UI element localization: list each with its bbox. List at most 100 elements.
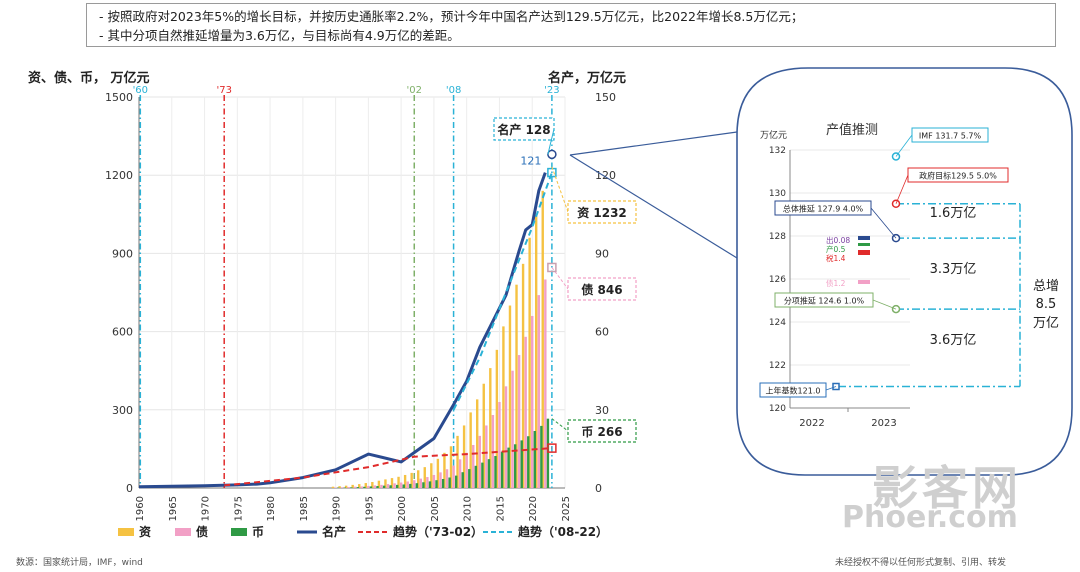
y-left-tick-label: 600	[112, 326, 133, 339]
bar-bi	[376, 486, 379, 488]
marker-trend-73-02	[547, 443, 557, 453]
reference-vline-label: '08	[446, 85, 461, 96]
callout-zhai-box	[567, 277, 637, 301]
inset-ylabel: 万亿元	[760, 129, 787, 141]
inset-label-leader	[895, 134, 913, 157]
legend-swatch-zi	[118, 528, 134, 536]
x-tick-label: 2005	[430, 496, 441, 521]
marker-trend-08-22	[547, 167, 557, 178]
inset-small-label: 出0.08	[826, 235, 850, 245]
inset-label-leader	[825, 386, 837, 391]
bar-zhai	[504, 386, 508, 488]
footer-copyright: 未经授权不得以任何形式复制、引用、转发	[835, 558, 1007, 568]
line-mingchan	[138, 172, 547, 489]
callout-bi-leader	[551, 418, 569, 432]
bar-zhai	[380, 484, 383, 488]
bar-zi	[534, 214, 538, 489]
legend-label: 趋势（'08-22）	[518, 524, 608, 539]
bar-zi	[515, 284, 518, 488]
x-tick-label: 1995	[364, 496, 375, 521]
inset-y-tick-label: 122	[769, 361, 786, 371]
x-tick-label: 2015	[495, 496, 506, 521]
reference-vline-label: '02	[407, 85, 422, 96]
inset-y-tick-label: 132	[769, 146, 786, 156]
bar-zhai	[367, 485, 370, 488]
bar-bi	[454, 475, 458, 488]
inset-point-label: 分项推延 124.6 1.0%	[784, 296, 865, 306]
bar-zhai	[432, 474, 436, 488]
bar-zhai	[465, 452, 468, 488]
bar-bi	[441, 478, 445, 488]
callout-mingchan: 名产 128	[497, 122, 550, 137]
bar-bi	[461, 472, 464, 488]
bar-bi	[540, 425, 543, 488]
callout-zi-leader	[551, 166, 569, 213]
bar-bi	[520, 440, 523, 488]
bar-bi	[343, 487, 346, 488]
inset-mark-chu	[858, 236, 870, 240]
bar-zi	[489, 368, 492, 488]
y-right-tick-label: 90	[595, 247, 609, 260]
inset-x-tick-label: 2022	[799, 418, 824, 429]
inset-mark-chan	[858, 243, 870, 246]
bar-zi	[417, 470, 420, 488]
bar-zi	[541, 190, 544, 488]
bar-zi	[528, 237, 531, 488]
callout-zhai: 债 846	[581, 282, 622, 297]
inset-gap-label: 1.6万亿	[930, 206, 977, 221]
bar-zhai	[544, 279, 547, 488]
bar-zhai	[524, 336, 527, 488]
inset-mark-shui	[858, 250, 870, 255]
bar-zhai	[340, 487, 344, 488]
inset-pointer-bottom	[569, 154, 738, 259]
reference-vline-label: '23	[544, 85, 559, 96]
y-right-tick-label: 60	[595, 326, 609, 339]
inset-total-label: 总增	[1033, 279, 1059, 294]
bar-zhai	[445, 469, 449, 488]
bar-zhai	[458, 459, 462, 488]
bar-bi	[402, 484, 405, 488]
bar-zi	[462, 425, 466, 488]
bar-zi	[423, 467, 426, 488]
line-trend-73-02	[224, 447, 552, 487]
callout-zi-box	[567, 200, 637, 224]
y-left-tick-label: 1200	[105, 169, 133, 182]
reference-vline-label: '60	[133, 85, 148, 96]
bar-zhai	[452, 465, 455, 488]
bar-zhai	[498, 401, 501, 488]
bar-zi	[456, 435, 459, 488]
bar-bi	[415, 483, 419, 488]
inset-small-label: 税1.4	[826, 253, 846, 263]
bar-bi	[474, 465, 478, 488]
x-tick-label: 1980	[266, 496, 277, 521]
x-tick-label: 2020	[528, 496, 539, 521]
bar-bi	[448, 477, 451, 488]
legend-label: 资	[139, 524, 151, 539]
inset-pointer-top	[569, 131, 738, 156]
inset-label-leader	[870, 207, 897, 239]
notes-box: - 按照政府对2023年5%的增长目标，并按历史通胀率2.2%，预计今年中国名产…	[86, 3, 1056, 47]
bar-zhai	[426, 477, 429, 488]
footer-source: 数源：国家统计局，IMF，wind	[16, 558, 143, 568]
bar-bi	[546, 418, 550, 488]
x-tick-label: 2025	[561, 496, 572, 521]
bar-zhai	[419, 478, 423, 488]
bar-bi	[468, 469, 471, 488]
x-tick-label: 1990	[332, 496, 343, 521]
callout-121: 121	[520, 155, 541, 168]
bar-zhai	[485, 425, 488, 488]
inset-y-tick-label: 130	[769, 189, 786, 199]
bar-bi	[527, 436, 530, 488]
callout-bi-box	[567, 419, 637, 443]
bar-zi	[390, 478, 394, 488]
x-tick-label: 1965	[168, 496, 179, 521]
bar-zi	[502, 326, 505, 488]
bar-zi	[377, 480, 381, 488]
inset-label-leader	[895, 174, 909, 204]
bar-bi	[500, 451, 504, 488]
bar-bi	[382, 485, 386, 488]
bar-zi	[436, 458, 440, 488]
bar-zi	[469, 412, 472, 488]
inset-total-label: 8.5	[1036, 297, 1057, 312]
bar-bi	[369, 486, 373, 488]
